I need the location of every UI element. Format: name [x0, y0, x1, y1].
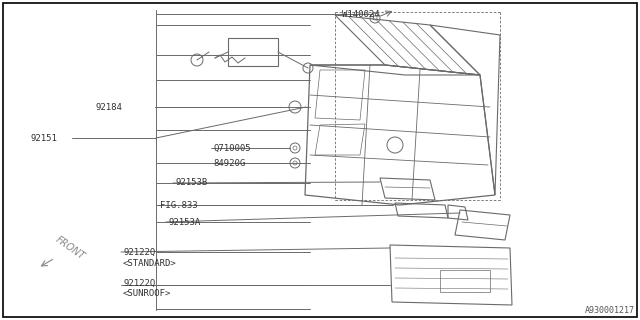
Text: FIG.833: FIG.833: [160, 201, 198, 210]
Text: 92153A: 92153A: [168, 218, 200, 227]
Text: 92122Q: 92122Q: [123, 278, 156, 287]
Text: A930001217: A930001217: [585, 306, 635, 315]
Text: W140024: W140024: [342, 10, 380, 19]
Text: FRONT: FRONT: [54, 234, 86, 262]
Text: 92122Q: 92122Q: [123, 247, 156, 257]
Text: 92184: 92184: [95, 102, 122, 111]
Bar: [228, 38, 278, 66]
Text: <STANDARD>: <STANDARD>: [123, 259, 177, 268]
Bar: [440, 270, 490, 292]
Text: Q710005: Q710005: [213, 143, 251, 153]
Text: 92153B: 92153B: [175, 178, 207, 187]
Text: <SUNROOF>: <SUNROOF>: [123, 290, 172, 299]
Text: 92151: 92151: [30, 133, 57, 142]
Text: 84920G: 84920G: [213, 158, 245, 167]
